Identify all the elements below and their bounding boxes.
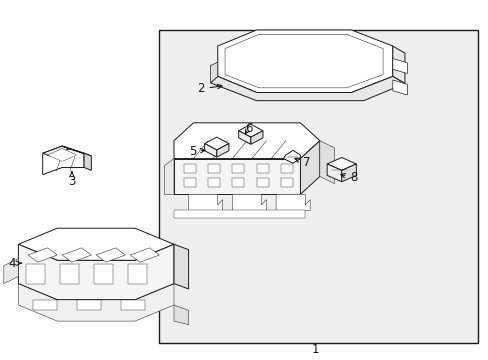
Polygon shape [174,158,300,194]
Bar [281,164,292,173]
Polygon shape [62,248,91,262]
Bar [281,178,292,187]
Polygon shape [188,194,222,210]
Polygon shape [62,146,91,156]
Text: 3: 3 [68,172,76,188]
Polygon shape [326,164,341,182]
Polygon shape [47,149,77,161]
Bar [232,164,244,173]
Polygon shape [42,146,69,156]
Polygon shape [130,248,159,262]
Text: 5: 5 [188,145,204,158]
Polygon shape [60,264,79,284]
Polygon shape [210,62,217,83]
Polygon shape [4,258,19,284]
Bar [183,178,196,187]
Polygon shape [204,144,216,157]
Polygon shape [19,284,174,321]
Polygon shape [26,264,45,284]
Bar [207,178,220,187]
Text: 2: 2 [197,82,222,95]
Polygon shape [28,248,57,262]
Bar [256,178,268,187]
Polygon shape [210,76,404,101]
Polygon shape [300,141,319,194]
Polygon shape [42,146,84,175]
Polygon shape [238,131,250,144]
Polygon shape [238,124,263,137]
Polygon shape [217,30,392,93]
Polygon shape [33,300,57,310]
Polygon shape [392,80,407,95]
Polygon shape [174,210,305,217]
Polygon shape [164,158,174,194]
Polygon shape [392,46,404,84]
Polygon shape [204,137,228,150]
Polygon shape [283,150,300,163]
Polygon shape [96,248,125,262]
Polygon shape [127,264,147,284]
Polygon shape [276,194,309,210]
Polygon shape [392,59,407,73]
Text: 6: 6 [244,122,252,135]
Polygon shape [341,164,356,182]
Polygon shape [326,157,356,170]
Polygon shape [174,305,188,325]
Bar [232,178,244,187]
Bar [256,164,268,173]
Polygon shape [232,194,266,210]
Polygon shape [84,153,91,170]
Polygon shape [77,300,101,310]
Polygon shape [174,244,188,289]
Text: 8: 8 [340,171,357,184]
Bar [159,30,477,342]
Polygon shape [94,264,113,284]
Polygon shape [250,131,263,144]
Polygon shape [19,228,174,260]
Text: 7: 7 [294,156,309,169]
Text: 1: 1 [311,343,318,356]
Polygon shape [19,244,174,300]
Polygon shape [216,144,228,157]
Bar [207,164,220,173]
Bar [183,164,196,173]
Polygon shape [174,123,319,158]
Polygon shape [319,141,334,184]
Text: 4: 4 [8,257,21,270]
Polygon shape [120,300,144,310]
